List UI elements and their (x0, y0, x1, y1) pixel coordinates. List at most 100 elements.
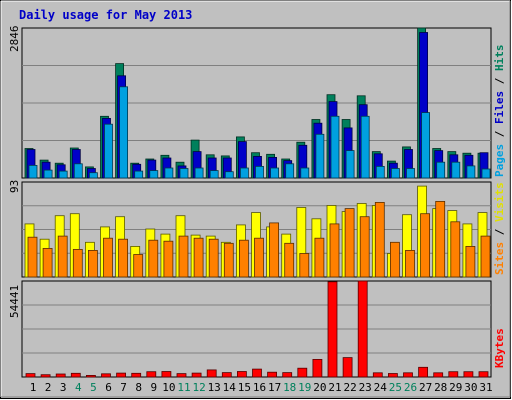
bar-kbytes-4 (70, 372, 81, 378)
x-tick-label-28: 28 (434, 381, 447, 394)
bar-kbytes-5 (86, 374, 96, 378)
bar-sites-24 (374, 201, 385, 278)
chart-title: Daily usage for May 2013 (19, 8, 192, 22)
bar-kbytes-10 (161, 371, 172, 378)
bar-pages-24 (375, 165, 385, 179)
bar-sites-15 (238, 239, 249, 278)
bar-sites-18 (284, 242, 295, 278)
x-tick-label-11: 11 (177, 381, 190, 394)
axis-label-part-mid-1: / (493, 222, 506, 242)
bar-sites-3 (57, 235, 68, 278)
bar-sites-9 (148, 239, 159, 278)
bar-sites-16 (254, 237, 264, 278)
x-tick-label-16: 16 (253, 381, 266, 394)
axis-label-part-top-4: Hits (493, 45, 506, 72)
bar-pages-27 (421, 112, 431, 179)
x-tick-label-22: 22 (343, 381, 356, 394)
x-tick-label-30: 30 (464, 381, 477, 394)
bar-kbytes-26 (403, 372, 413, 378)
bar-sites-6 (103, 237, 113, 278)
x-tick-label-14: 14 (223, 381, 237, 394)
x-tick-label-12: 12 (192, 381, 205, 394)
bar-pages-30 (466, 165, 476, 179)
bar-kbytes-8 (131, 372, 142, 378)
x-tick-label-25: 25 (389, 381, 402, 394)
bar-pages-6 (104, 123, 113, 179)
x-tick-label-5: 5 (90, 381, 97, 394)
bar-sites-31 (480, 235, 491, 278)
x-tick-label-13: 13 (208, 381, 221, 394)
bar-pages-14 (224, 171, 234, 179)
bar-pages-20 (315, 133, 325, 179)
axis-label-part-mid-0: Sites (493, 242, 506, 275)
bar-pages-19 (300, 167, 310, 179)
axis-label-part-top-1: / (493, 124, 506, 144)
bar-sites-2 (42, 247, 53, 278)
bar-kbytes-30 (463, 371, 474, 378)
x-tick-label-26: 26 (404, 381, 417, 394)
bar-kbytes-20 (312, 358, 323, 378)
bar-pages-3 (58, 170, 68, 179)
x-tick-label-31: 31 (479, 381, 492, 394)
x-tick-label-21: 21 (328, 381, 341, 394)
bar-sites-21 (329, 223, 340, 278)
bar-pages-5 (89, 172, 98, 179)
bar-pages-1 (28, 164, 38, 179)
panel-mid-axis-label: Sites / Visits (493, 182, 506, 275)
bar-sites-13 (208, 238, 219, 278)
bar-sites-26 (405, 249, 415, 278)
panel-mid-scale-label: 93 (8, 180, 21, 193)
bar-pages-8 (134, 170, 144, 179)
panel-bot-scale-label: 54441 (8, 285, 21, 318)
x-tick-label-8: 8 (135, 381, 142, 394)
bar-kbytes-11 (176, 373, 187, 378)
bar-pages-10 (164, 167, 174, 179)
bar-pages-16 (255, 165, 264, 179)
x-tick-label-17: 17 (268, 381, 281, 394)
bar-sites-27 (420, 213, 431, 278)
x-tick-label-18: 18 (283, 381, 296, 394)
bar-sites-29 (450, 221, 461, 278)
bar-kbytes-17 (267, 371, 278, 378)
bar-pages-4 (73, 163, 83, 179)
x-axis-labels: 1 2 3 4 5 6 7 8 9 10 11 12 13 14 15 16 17 18 19 20 21 22 23 24 2… (30, 381, 493, 394)
bar-kbytes-18 (282, 372, 293, 378)
bar-kbytes-27 (418, 366, 429, 378)
bar-sites-12 (193, 237, 204, 278)
bar-sites-23 (359, 216, 370, 278)
bar-kbytes-24 (372, 372, 383, 378)
x-tick-label-24: 24 (374, 381, 388, 394)
bar-pages-2 (43, 169, 53, 179)
bar-sites-11 (178, 235, 189, 278)
bar-pages-22 (345, 150, 355, 179)
bar-kbytes-6 (101, 373, 111, 378)
bar-sites-22 (344, 208, 355, 278)
bar-kbytes-2 (40, 374, 51, 378)
bar-sites-25 (389, 241, 400, 278)
x-tick-label-3: 3 (60, 381, 67, 394)
x-tick-label-2: 2 (45, 381, 52, 394)
chart-bars (22, 27, 491, 378)
bar-kbytes-9 (146, 371, 157, 378)
bar-sites-5 (88, 249, 98, 278)
bar-pages-13 (209, 170, 219, 179)
x-tick-label-9: 9 (150, 381, 157, 394)
bar-sites-20 (314, 237, 325, 278)
bar-pages-28 (436, 161, 446, 179)
x-tick-label-7: 7 (120, 381, 127, 394)
bar-kbytes-7 (116, 372, 126, 378)
x-tick-label-1: 1 (30, 381, 37, 394)
axis-label-part-top-2: Files (493, 91, 506, 124)
x-tick-label-23: 23 (359, 381, 372, 394)
bar-sites-30 (465, 245, 476, 278)
bar-pages-9 (149, 170, 159, 179)
bar-kbytes-12 (191, 372, 202, 378)
bar-sites-19 (299, 253, 310, 278)
bar-kbytes-23 (357, 280, 368, 378)
bar-pages-23 (360, 115, 370, 179)
axis-label-part-top-3: / (493, 71, 506, 91)
bar-pages-25 (390, 168, 400, 179)
bar-kbytes-15 (236, 371, 247, 378)
